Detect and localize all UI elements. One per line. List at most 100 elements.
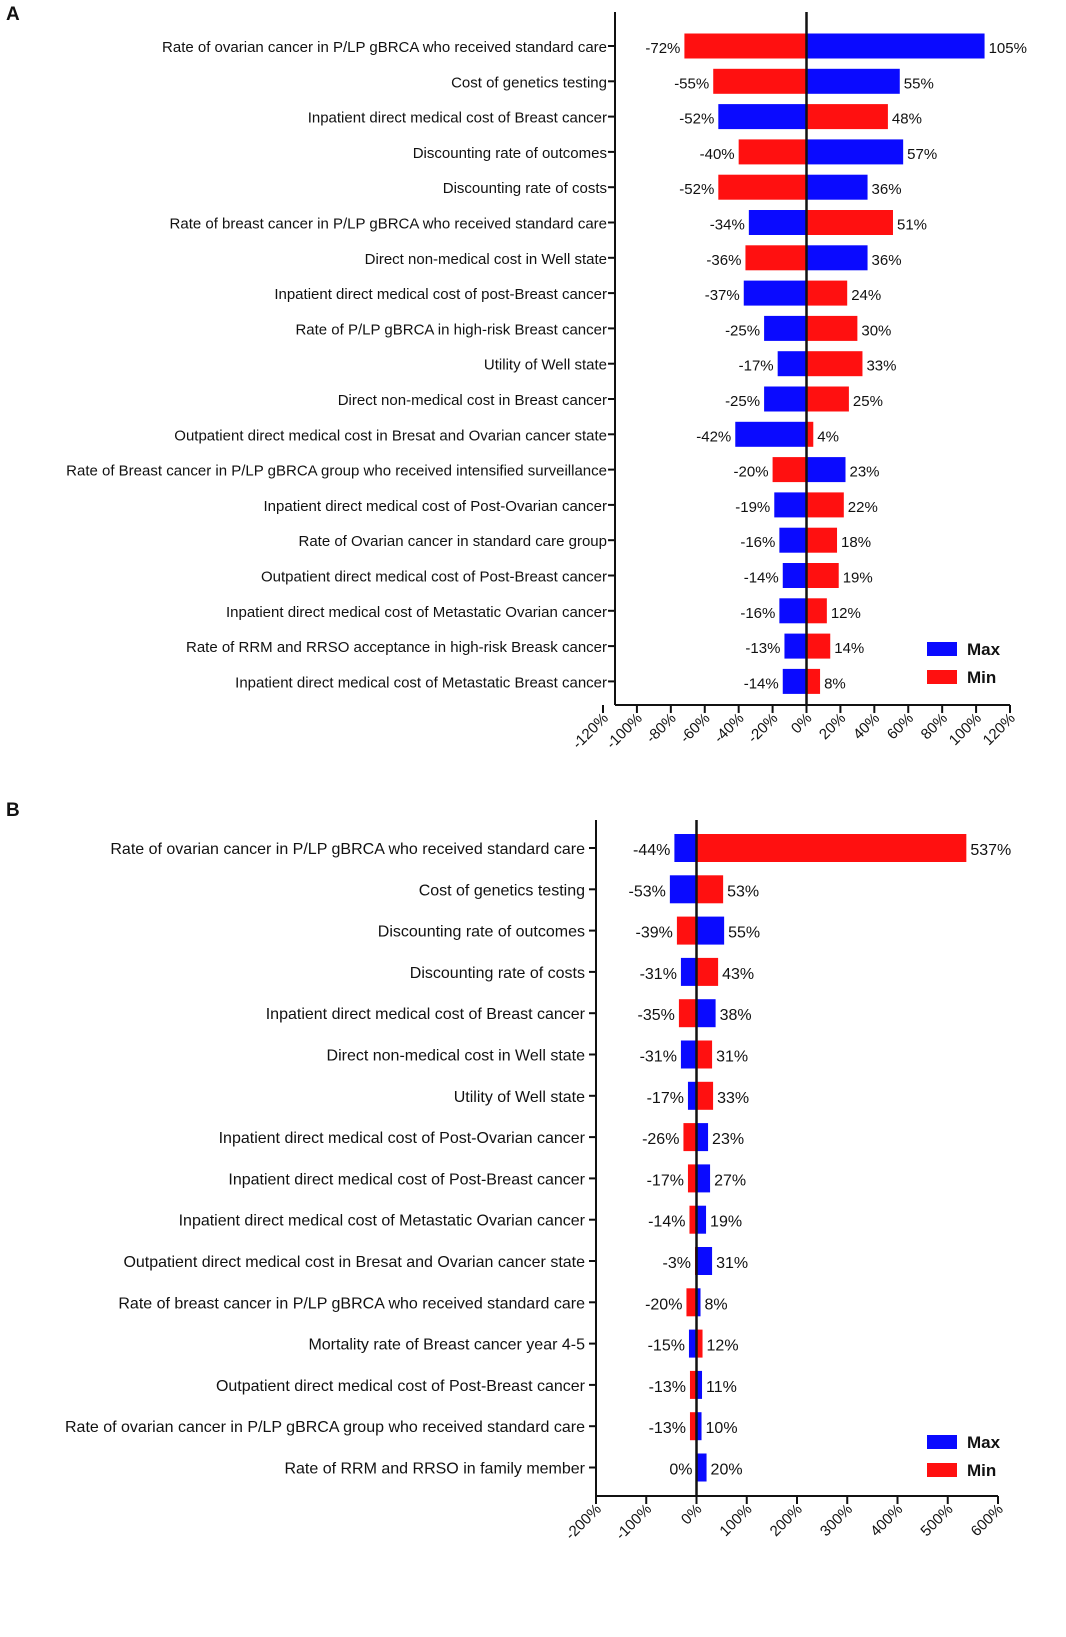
data-label-negative: -35% [638, 1007, 675, 1024]
x-tick-label: 400% [867, 1501, 906, 1540]
x-tick-label: -120% [569, 710, 612, 753]
x-tick-label: -60% [677, 710, 714, 747]
data-label-negative: -20% [734, 464, 769, 481]
data-label-positive: 10% [706, 1420, 738, 1437]
category-label: Rate of ovarian cancer in P/LP gBRCA who… [110, 841, 585, 858]
category-label: Rate of RRM and RRSO acceptance in high-… [186, 639, 607, 656]
data-label-negative: -37% [705, 287, 740, 304]
category-label: Rate of Ovarian cancer in standard care … [298, 533, 607, 550]
bar-negative [718, 174, 807, 200]
bar-positive [696, 1288, 701, 1317]
x-tick-label: -100% [603, 710, 646, 753]
data-label-negative: -14% [648, 1214, 685, 1231]
data-label-negative: -25% [725, 322, 760, 339]
data-label-positive: 36% [872, 252, 902, 269]
data-label-negative: -52% [679, 111, 714, 128]
bar-negative [687, 1164, 697, 1193]
category-label: Utility of Well state [454, 1089, 585, 1106]
data-label-positive: 23% [850, 464, 880, 481]
data-label-negative: -34% [710, 217, 745, 234]
category-label: Discounting rate of outcomes [378, 924, 585, 941]
panel-b-letter: B [6, 800, 20, 821]
data-label-positive: 33% [717, 1090, 749, 1107]
category-label: Inpatient direct medical cost of Post-Ov… [264, 498, 608, 515]
x-tick-label: -40% [711, 710, 748, 747]
bar-positive [696, 1412, 702, 1441]
category-label: Discounting rate of costs [443, 180, 607, 197]
bar-positive [806, 210, 893, 235]
data-label-negative: -39% [636, 925, 673, 942]
data-label-negative: -52% [679, 181, 714, 198]
bar-positive [806, 492, 844, 518]
bar-positive [806, 245, 868, 271]
panel-a-letter: A [6, 4, 20, 25]
bar-negative [680, 1040, 697, 1069]
data-label-positive: 20% [711, 1462, 743, 1479]
data-label-positive: 27% [714, 1172, 746, 1189]
data-label-positive: 43% [722, 966, 754, 983]
category-label: Direct non-medical cost in Well state [327, 1048, 586, 1065]
data-label-positive: 537% [970, 842, 1011, 859]
data-label-negative: -17% [739, 358, 774, 375]
bar-positive [806, 315, 858, 341]
bar-positive [696, 1247, 713, 1275]
data-label-positive: 31% [716, 1255, 748, 1272]
bar-positive [696, 1123, 709, 1152]
x-tick-label: 100% [716, 1501, 755, 1540]
bar-negative [779, 527, 807, 553]
data-label-positive: 57% [907, 146, 937, 163]
data-label-negative: -72% [645, 40, 680, 57]
bar-negative [713, 68, 807, 94]
data-label-negative: -13% [745, 640, 780, 657]
bar-positive [806, 68, 900, 94]
bar-negative [735, 421, 807, 447]
category-label: Inpatient direct medical cost of Metasta… [226, 604, 607, 621]
data-label-negative: -25% [725, 393, 760, 410]
legend-label-min: Min [967, 1461, 996, 1480]
category-label: Inpatient direct medical cost of Post-Br… [228, 1171, 585, 1188]
bar-positive [696, 916, 725, 945]
x-tick-label: -200% [562, 1501, 605, 1544]
category-label: Rate of P/LP gBRCA in high-risk Breast c… [295, 321, 607, 338]
category-label: Outpatient direct medical cost of Post-B… [216, 1378, 586, 1395]
data-label-negative: -26% [642, 1131, 679, 1148]
bar-positive [806, 563, 839, 588]
bar-positive [806, 351, 863, 377]
data-label-positive: 19% [710, 1214, 742, 1231]
bar-negative [764, 315, 807, 341]
bar-positive [806, 421, 814, 447]
bar-positive [806, 633, 831, 659]
category-label: Cost of genetics testing [419, 882, 585, 899]
tornado-chart-a: Rate of ovarian cancer in P/LP gBRCA who… [66, 12, 1027, 753]
x-tick-label: 40% [850, 710, 883, 743]
bar-positive [696, 875, 724, 904]
bar-positive [806, 668, 821, 694]
data-label-positive: 8% [705, 1296, 728, 1313]
tornado-chart-b: Rate of ovarian cancer in P/LP gBRCA who… [65, 820, 1011, 1544]
bar-negative [686, 1288, 697, 1317]
bar-negative [743, 280, 807, 306]
category-label: Rate of ovarian cancer in P/LP gBRCA gro… [65, 1419, 585, 1436]
bar-negative [718, 104, 807, 130]
bar-negative [777, 351, 807, 377]
bar-negative [688, 1329, 697, 1358]
legend-swatch-max [927, 1435, 957, 1449]
x-tick-label: 60% [884, 710, 917, 743]
data-label-negative: -16% [740, 605, 775, 622]
data-label-negative: -14% [744, 675, 779, 692]
category-label: Inpatient direct medical cost of Breast … [266, 1006, 586, 1023]
data-label-positive: 53% [727, 883, 759, 900]
bar-positive [696, 834, 967, 862]
x-tick-label: 500% [917, 1501, 956, 1540]
bar-negative [680, 957, 697, 986]
x-tick-label: 300% [817, 1501, 856, 1540]
panel-a: A Rate of ovarian cancer in P/LP gBRCA w… [6, 4, 1027, 753]
category-label: Mortality rate of Breast cancer year 4-5 [308, 1337, 585, 1354]
data-label-positive: 31% [716, 1049, 748, 1066]
x-tick-label: 200% [767, 1501, 806, 1540]
data-label-negative: -42% [696, 428, 731, 445]
bar-negative [683, 1123, 697, 1152]
category-label: Outpatient direct medical cost in Bresat… [174, 427, 607, 444]
bar-negative [745, 245, 807, 271]
category-label: Cost of genetics testing [451, 74, 607, 91]
